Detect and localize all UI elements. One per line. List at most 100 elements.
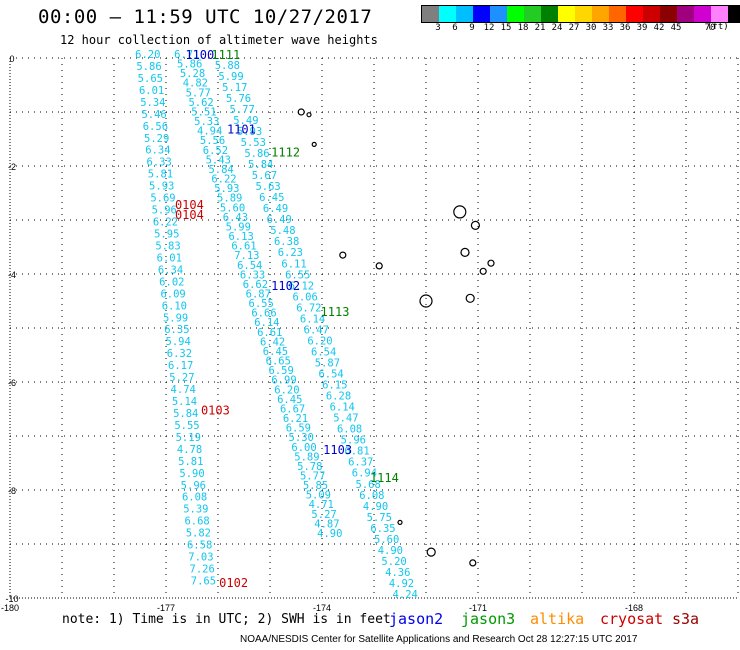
wave-height-value: 6.71 — [174, 49, 199, 61]
pass-time-label: 1103 — [323, 443, 352, 457]
y-tick-label: -10 — [5, 594, 18, 604]
wave-height-value: 4.94 — [197, 126, 222, 138]
wave-height-value: 6.33 — [240, 269, 265, 281]
wave-height-value: 6.56 — [143, 121, 168, 133]
color-swatch — [456, 6, 473, 22]
wave-height-value: 6.17 — [168, 360, 193, 372]
wave-height-value: 6.58 — [187, 540, 212, 552]
wave-height-value: 6.35 — [370, 523, 395, 535]
wave-height-value: 5.29 — [144, 133, 169, 145]
wave-height-value: 5.62 — [188, 97, 213, 109]
wave-height-value: 5.96 — [181, 480, 206, 492]
wave-height-value: 6.68 — [184, 516, 209, 528]
wave-height-value: 5.86 — [177, 59, 202, 71]
wave-height-value: 4.71 — [309, 499, 334, 511]
wave-height-value: 5.27 — [169, 372, 194, 384]
wave-height-value: 6.00 — [291, 442, 316, 454]
wave-height-value: 6.47 — [304, 324, 329, 336]
wave-height-value: 5.68 — [356, 479, 381, 491]
pass-time-label: 0103 — [201, 403, 230, 417]
wave-height-value: 5.77 — [186, 87, 211, 99]
wave-height-value: 4.82 — [183, 78, 208, 90]
x-tick-label: -180 — [1, 603, 19, 613]
wave-height-value: 5.84 — [173, 408, 198, 420]
wave-height-value: 6.42 — [260, 336, 285, 348]
color-swatch — [677, 6, 694, 22]
wave-height-value: 5.96 — [341, 435, 366, 447]
y-tick-label: -2 — [8, 162, 16, 172]
wave-height-value: 5.99 — [226, 221, 251, 233]
wave-height-value: 6.45 — [263, 346, 288, 358]
wave-height-value: 6.72 — [296, 302, 321, 314]
wave-height-value: 6.54 — [318, 369, 343, 381]
wave-height-value: 5.78 — [297, 461, 322, 473]
wave-height-value: 6.10 — [162, 300, 187, 312]
wave-height-value: 5.69 — [150, 193, 175, 205]
color-swatch — [524, 6, 541, 22]
legend-entry-jason2: jason2 — [389, 610, 444, 628]
color-scale-label: 45 — [670, 23, 682, 33]
color-scale-label: 6 — [452, 23, 458, 33]
wave-height-value: 5.65 — [138, 73, 163, 85]
wave-height-value: 6.38 — [274, 236, 299, 248]
pass-time-label: 1112 — [271, 145, 300, 159]
legend-entry-cryosat: cryosat — [600, 610, 664, 628]
wave-height-value: 4.87 — [314, 518, 339, 530]
color-scale-label: 24 — [551, 23, 563, 33]
color-swatch — [626, 6, 643, 22]
wave-height-value: 6.81 — [344, 446, 369, 458]
color-scale-label: 42 — [653, 23, 665, 33]
island-outline — [339, 251, 347, 259]
wave-height-value: 5.99 — [218, 71, 243, 83]
color-swatch — [660, 6, 677, 22]
x-tick-label: -171 — [469, 603, 487, 613]
wave-height-value: 5.88 — [215, 60, 240, 72]
color-swatch — [507, 6, 524, 22]
color-scale-label: 21 — [534, 23, 546, 33]
color-scale-label: 30 — [585, 23, 597, 33]
wave-height-value: 4.92 — [389, 578, 414, 590]
wave-height-value: 7.03 — [188, 552, 213, 564]
island-outline — [419, 294, 433, 308]
wave-height-value: 4.74 — [171, 384, 196, 396]
wave-height-value: 6.35 — [164, 324, 189, 336]
wave-height-value: 5.19 — [176, 432, 201, 444]
wave-height-value: 5.77 — [300, 471, 325, 483]
legend-entry-jason3: jason3 — [461, 610, 516, 628]
wave-height-value: 5.86 — [136, 61, 161, 73]
wave-height-value: 5.81 — [148, 169, 173, 181]
wave-height-value: 6.06 — [293, 291, 318, 303]
pass-time-label: 1101 — [227, 123, 256, 137]
island-outline — [306, 112, 312, 118]
color-scale-label: 27 — [568, 23, 580, 33]
wave-height-value: 6.55 — [249, 298, 274, 310]
color-scale-label: 36 — [619, 23, 631, 33]
wave-height-value: 7.65 — [191, 576, 216, 588]
wave-height-value: 6.32 — [167, 348, 192, 360]
color-scale-labels: 3 6 9 12 15 18 21 24 27 30 33 36 39 42 45 70 — [421, 23, 740, 35]
wave-height-value: 5.33 — [194, 116, 219, 128]
wave-height-value: 6.08 — [337, 424, 362, 436]
wave-height-value: 5.56 — [200, 135, 225, 147]
color-scale-label: 33 — [602, 23, 614, 33]
wave-height-value: 6.59 — [286, 423, 311, 435]
color-swatch — [592, 6, 609, 22]
color-scale-label: 12 — [483, 23, 495, 33]
wave-height-value: 5.51 — [191, 106, 216, 118]
y-tick-label: -6 — [8, 378, 16, 388]
island-outline — [397, 519, 403, 526]
wave-height-value: 5.93 — [237, 126, 262, 138]
wave-height-value: 6.59 — [269, 365, 294, 377]
island-outline — [460, 247, 470, 257]
pass-time-label: 1114 — [370, 471, 399, 485]
color-swatch — [490, 6, 507, 22]
wave-height-value: 6.45 — [259, 192, 284, 204]
y-tick-label: 0 — [9, 54, 14, 64]
wave-height-value: 5.67 — [252, 170, 277, 182]
wave-height-value: 6.34 — [145, 145, 170, 157]
wave-height-value: 6.62 — [243, 279, 268, 291]
color-swatch — [558, 6, 575, 22]
pass-time-label: 1111 — [211, 48, 240, 62]
wave-height-value: 6.54 — [311, 346, 336, 358]
